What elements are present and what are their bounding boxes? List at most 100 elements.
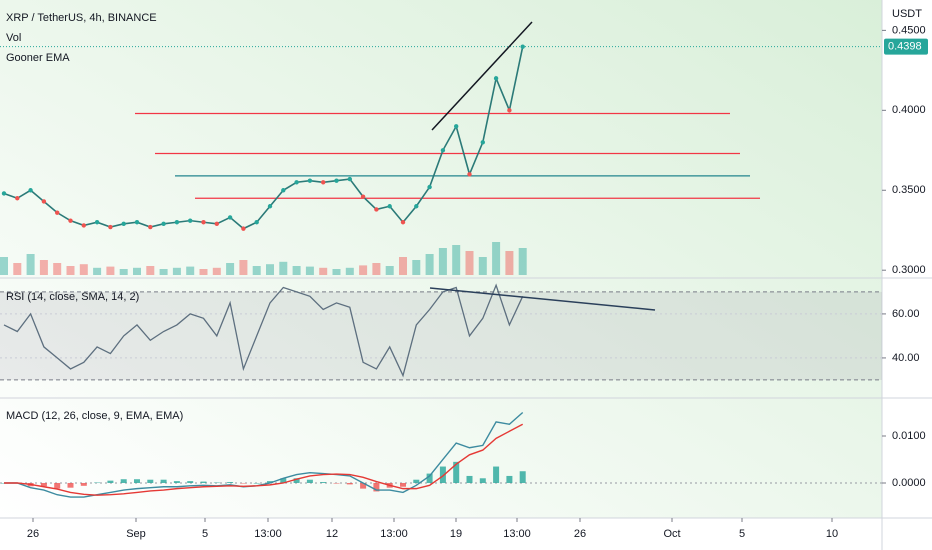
- price-point: [134, 220, 140, 225]
- volume-bar: [93, 267, 102, 275]
- volume-bar: [119, 269, 128, 275]
- volume-bar: [292, 266, 301, 275]
- x-tick-label: Oct: [663, 528, 680, 540]
- macd-line: [4, 411, 524, 498]
- volume-bar: [505, 251, 514, 275]
- volume-bar: [26, 254, 35, 275]
- price-point: [427, 184, 432, 190]
- histogram-bar: [280, 478, 287, 483]
- x-tick-label: 12: [326, 528, 338, 540]
- price-point: [28, 188, 33, 193]
- volume-bar: [412, 260, 421, 275]
- plot-background: [0, 0, 882, 518]
- x-tick-label: 5: [202, 528, 208, 540]
- histogram-bar: [160, 479, 167, 483]
- last-price-tag: [884, 38, 928, 55]
- y-tick-label: 60.00: [892, 308, 920, 320]
- price-point: [174, 220, 180, 225]
- y-tick-label: 0.3500: [892, 184, 926, 196]
- volume-bar: [399, 257, 407, 275]
- histogram-bar: [173, 481, 180, 483]
- price-point: [493, 76, 499, 81]
- histogram-bar: [187, 481, 194, 483]
- x-tick-label: 10: [826, 528, 838, 540]
- x-tick-label: Sep: [126, 528, 146, 540]
- volume-bar: [518, 248, 527, 275]
- histogram-bar: [267, 481, 273, 483]
- indicator-title: RSI (14, close, SMA, 14, 2): [6, 291, 139, 303]
- x-tick-label: 13:00: [503, 528, 531, 540]
- y-tick-label: 40.00: [892, 352, 920, 364]
- legend-entry: Gooner EMA: [6, 52, 70, 64]
- indicator-title: MACD (12, 26, close, 9, EMA, EMA): [6, 410, 183, 422]
- volume-bar: [385, 266, 394, 275]
- histogram-bar: [227, 482, 234, 483]
- volume-bar: [13, 263, 22, 275]
- histogram-bar: [426, 473, 433, 483]
- price-point: [454, 124, 459, 129]
- price-point: [161, 221, 166, 227]
- last-price-label: 0.4398: [888, 41, 922, 53]
- histogram-bar: [400, 482, 406, 487]
- volume-bar: [372, 263, 381, 275]
- price-point: [68, 218, 73, 223]
- price-point: [108, 224, 113, 230]
- volume-bar: [492, 242, 501, 275]
- volume-bar: [106, 266, 115, 275]
- histogram-bar: [253, 482, 260, 484]
- volume-bar: [226, 263, 235, 275]
- volume-bar: [478, 257, 487, 275]
- x-tick-label: 19: [450, 528, 462, 540]
- histogram-bar: [94, 482, 101, 484]
- price-point: [121, 221, 126, 227]
- histogram-bar: [200, 481, 207, 483]
- volume-bar: [332, 269, 341, 275]
- volume-bar: [172, 267, 181, 275]
- price-point: [480, 140, 485, 145]
- price-point: [360, 194, 366, 199]
- x-tick-label: 26: [574, 528, 586, 540]
- price-point: [414, 204, 419, 209]
- price-point: [400, 220, 406, 225]
- volume-bar: [53, 263, 62, 275]
- histogram-bar: [213, 482, 220, 484]
- price-point: [374, 207, 379, 212]
- price-axis-background: [882, 0, 932, 550]
- volume-bar: [279, 261, 288, 275]
- price-line: [3, 46, 524, 230]
- volume-bar: [39, 260, 48, 275]
- price-point: [15, 196, 20, 201]
- histogram-bar: [293, 478, 300, 483]
- volume-bar: [186, 266, 195, 275]
- volume-bar: [159, 269, 168, 275]
- price-point: [94, 220, 100, 225]
- histogram-bar: [439, 466, 446, 483]
- histogram-bar: [360, 482, 367, 489]
- price-point: [507, 108, 512, 113]
- histogram-bar: [147, 479, 154, 483]
- price-point: [321, 180, 326, 185]
- volume-bar: [212, 267, 221, 275]
- price-point: [467, 172, 472, 177]
- histogram-bar: [120, 479, 127, 483]
- price-point: [41, 199, 47, 204]
- x-tick-label: 13:00: [380, 528, 408, 540]
- volume-bar: [133, 267, 141, 275]
- price-point: [254, 220, 259, 225]
- price-point: [188, 218, 193, 223]
- volume-bar: [319, 267, 328, 275]
- volume-bar: [0, 257, 8, 275]
- price-point: [334, 178, 339, 183]
- histogram-bar: [107, 480, 114, 483]
- histogram-bar: [466, 475, 473, 483]
- trend-line: [431, 21, 533, 131]
- x-tick-label: 13:00: [254, 528, 282, 540]
- x-tick-label: 26: [27, 528, 39, 540]
- macd-line: [4, 423, 524, 496]
- price-point: [307, 178, 313, 183]
- volume-bar: [465, 251, 474, 275]
- price-point: [214, 221, 219, 227]
- volume-bar: [438, 248, 447, 275]
- histogram-bar: [373, 482, 380, 492]
